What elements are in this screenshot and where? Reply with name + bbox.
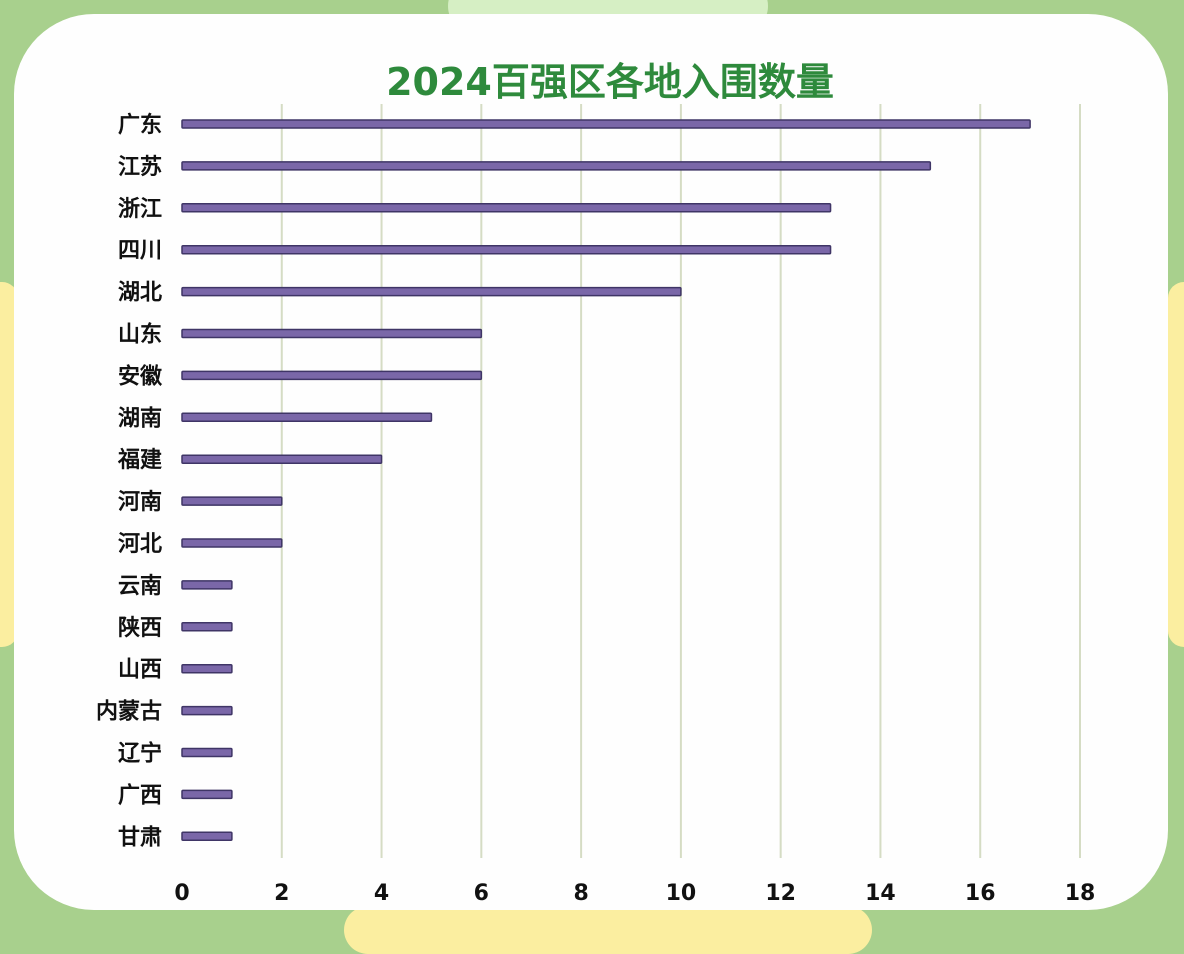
- bar: [181, 496, 283, 506]
- bar: [181, 705, 233, 716]
- x-tick-label: 8: [573, 881, 588, 906]
- bar: [181, 663, 233, 674]
- x-tick-label: 14: [865, 881, 896, 906]
- x-tick-label: 2: [274, 881, 289, 906]
- category-label: 内蒙古: [96, 699, 162, 725]
- x-tick-label: 6: [474, 881, 489, 906]
- chart-title: 2024百强区各地入围数量: [386, 60, 834, 104]
- category-label: 甘肃: [118, 824, 162, 850]
- category-label: 云南: [118, 574, 162, 599]
- gridlines: [280, 104, 1081, 858]
- bar: [181, 831, 233, 842]
- category-label: 安徽: [118, 363, 163, 389]
- category-label: 河北: [118, 532, 162, 557]
- bar: [181, 370, 483, 381]
- bar: [181, 203, 832, 213]
- x-tick-label: 18: [1065, 881, 1096, 906]
- frame-tab-right: [1168, 282, 1184, 647]
- category-label: 江苏: [118, 154, 162, 180]
- category-label: 浙江: [118, 197, 162, 222]
- category-label: 辽宁: [118, 741, 162, 767]
- category-label: 湖北: [118, 281, 162, 306]
- category-label: 四川: [118, 239, 162, 264]
- category-label: 山东: [118, 322, 162, 348]
- bar: [181, 286, 682, 297]
- category-label: 陕西: [118, 616, 162, 641]
- category-label: 福建: [117, 448, 162, 473]
- bar: [181, 538, 283, 548]
- x-tick-label: 0: [174, 881, 189, 906]
- x-axis-ticks: 0 2 4 6 8 10 12 14 16 18: [174, 881, 1095, 906]
- frame-tab-left: [0, 282, 18, 647]
- bar: [181, 412, 433, 423]
- bar: [181, 622, 233, 632]
- x-tick-label: 10: [666, 881, 697, 906]
- category-label: 河南: [118, 490, 162, 515]
- bar: [181, 580, 233, 590]
- category-label: 广西: [118, 782, 162, 808]
- bar: [181, 454, 383, 464]
- bar: [181, 119, 1031, 129]
- category-label: 山西: [118, 658, 162, 683]
- category-label: 湖南: [118, 406, 162, 431]
- bars: [181, 119, 1031, 842]
- bar: [181, 328, 483, 339]
- bar-chart: 2024百强区各地入围数量 广东江苏浙江四川湖北山东安徽湖南福建河南河北云南陕西…: [96, 60, 1095, 906]
- bar: [181, 244, 832, 255]
- x-tick-label: 12: [765, 881, 796, 906]
- category-label: 广东: [118, 112, 162, 138]
- bar: [181, 747, 233, 758]
- x-tick-label: 16: [965, 881, 996, 906]
- x-tick-label: 4: [374, 881, 389, 906]
- bar: [181, 161, 932, 171]
- bar: [181, 789, 233, 800]
